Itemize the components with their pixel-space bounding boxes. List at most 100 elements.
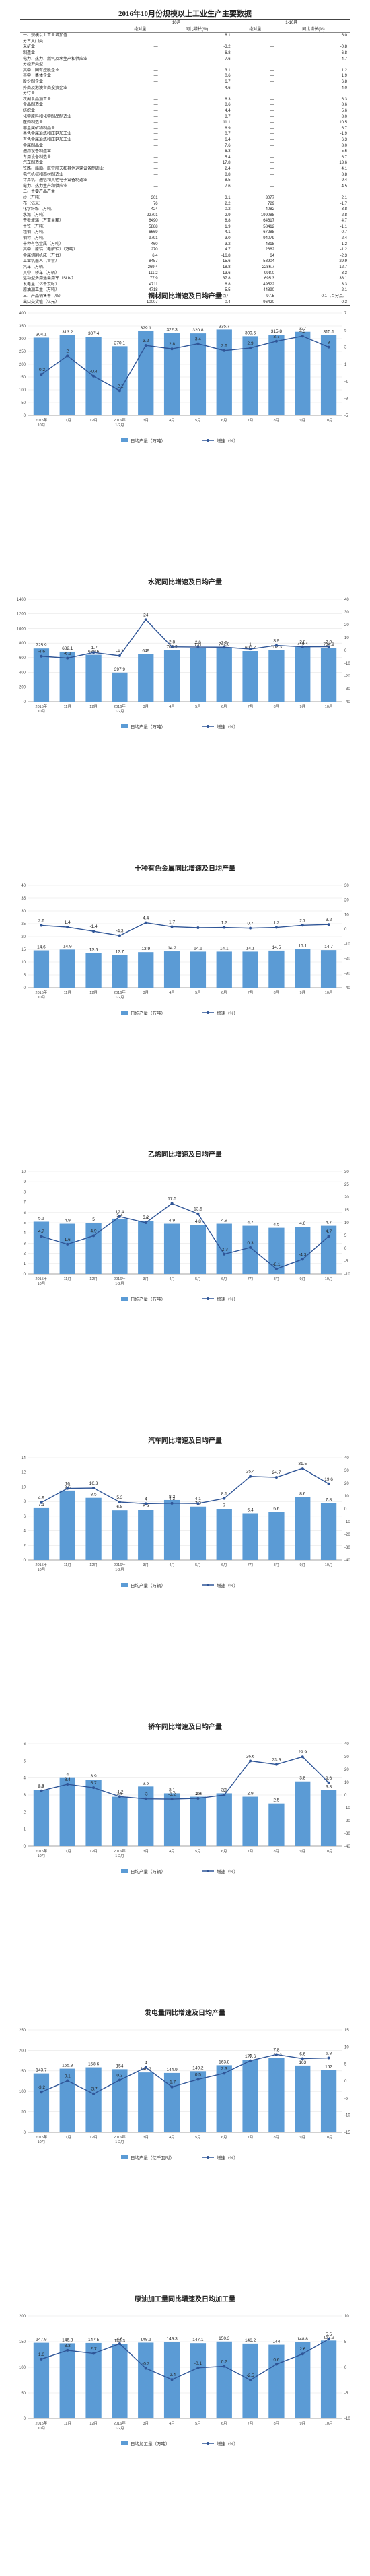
growth-point [144, 1797, 147, 1800]
cell-value: — [153, 172, 158, 177]
bar-label: 163.8 [219, 2060, 230, 2064]
y-tick-left: 1 [24, 1262, 26, 1266]
table-row: 非金属矿物制品业 — 6.9 — 6.7 [20, 126, 350, 132]
row-label: 一、规模以上工业增加值 [23, 34, 68, 38]
y-tick-left: 150 [19, 2340, 26, 2344]
growth-point [274, 2053, 278, 2056]
cell-value: 10007 [120, 299, 161, 306]
cell-value: — [270, 86, 274, 90]
bar-label: 148.1 [141, 2337, 152, 2342]
growth-line [41, 922, 329, 937]
growth-point [249, 346, 252, 349]
y-tick-left: 6 [24, 1742, 26, 1747]
bar-label: 6.8 [116, 1505, 122, 1510]
growth-label: 24 [143, 613, 149, 617]
growth-point [223, 1497, 226, 1500]
bar-label: 3.9 [91, 1774, 97, 1779]
row-label: 化学纤维（万吨） [23, 207, 56, 212]
legend-bar-swatch [121, 1869, 128, 1873]
x-tick-label: 6月 [221, 990, 227, 995]
row-label: 医药制造业 [23, 121, 44, 125]
cell-value: — [270, 149, 274, 154]
row-label: 食品制造业 [23, 103, 44, 108]
bar [59, 2343, 75, 2418]
growth-point [249, 1246, 252, 1249]
bar-label: 14.1 [194, 946, 202, 951]
y-tick-right: 10 [344, 636, 349, 640]
data-table: 10月 1-10月 绝对量 同比增长(%) 绝对量 同比增长(%) 一、规模以上… [20, 19, 350, 306]
cell-value: -3.2 [223, 45, 231, 50]
cell-value [120, 33, 161, 39]
row-label: 农副食品加工业 [23, 97, 52, 102]
growth-point [196, 2078, 200, 2081]
x-tick-label: 6月 [221, 1563, 227, 1567]
legend-line-label: 增速（%） [217, 1010, 238, 1016]
bar [112, 346, 128, 415]
bar-label: 147.9 [36, 2338, 47, 2342]
growth-label: 0.2 [221, 2359, 227, 2364]
table-row: 股份制企业 — 6.7 — 6.8 [20, 79, 350, 86]
y-tick-right: -40 [344, 986, 350, 990]
x-tick-label: 12月 [89, 2421, 98, 2426]
cell-value: -1.1 [340, 224, 347, 229]
cell-value: 5.6 [341, 109, 347, 114]
y-tick-right: -40 [344, 1559, 350, 1563]
growth-point [40, 924, 43, 927]
x-tick-label: 11月 [64, 418, 71, 423]
growth-line [41, 1202, 330, 1270]
y-tick-left: 2 [24, 1544, 26, 1548]
growth-point [274, 926, 278, 929]
y-tick-left: 800 [19, 642, 26, 646]
x-tick-label: 6月 [221, 418, 227, 423]
x-tick-label: 7月 [248, 1277, 254, 1281]
cell-value: -0.8 [340, 45, 347, 50]
table-row: 布（亿米） 76 2.2 729 -1.7 [20, 201, 350, 207]
legend-line-marker [207, 2442, 209, 2445]
bar [59, 1490, 75, 1560]
bar [112, 955, 128, 988]
bar-label: 14.5 [272, 945, 281, 950]
bar-label: 7 [223, 1503, 225, 1508]
bar [295, 646, 311, 702]
cell-value: 22701 [146, 213, 158, 217]
cell-value [161, 39, 233, 45]
y-tick-right: 30 [344, 884, 349, 888]
cell-value: 4.1 [341, 166, 347, 171]
bar [33, 1507, 50, 1560]
cell-value: — [270, 45, 274, 50]
bar-label: 146.8 [62, 2338, 73, 2342]
y-tick-right: 20 [344, 1482, 349, 1486]
cell-value: 1.9 [225, 224, 231, 229]
growth-label: 2.6 [299, 2347, 305, 2352]
growth-label: 0.3 [116, 2073, 122, 2078]
y-tick-right: -30 [344, 1832, 350, 1836]
cell-value [161, 91, 233, 97]
y-tick-right: 20 [344, 623, 349, 628]
row-label: 铁路、船舶、航空航天和其他运输设备制造业 [23, 166, 104, 171]
cell-value: 6.9 [225, 126, 231, 131]
table-row: 外商及港澳台商投资企业 — 4.6 — 4.0 [20, 85, 350, 91]
chart-sedan: 轿车同比增速及日均产量 0 1 2 3 4 5 6 -40 -30 -20 -10 0 10 20 30 40 3… [0, 1717, 370, 1885]
growth-point [301, 335, 304, 338]
legend-line-marker [207, 2156, 209, 2159]
chart-crude: 原油加工量同比增速及日均加工量 0 50 100 150 200 -10 -5 0 5 10 147.… [0, 2289, 370, 2458]
cell-value: 3.2 [225, 242, 231, 246]
growth-label: 6.6 [299, 2052, 305, 2057]
row-label: 纺织业 [23, 109, 36, 114]
growth-point [196, 1502, 200, 1505]
table-row: 水泥（万吨） 22701 2.9 199088 2.8 [20, 212, 350, 218]
growth-point [274, 1267, 278, 1270]
y-tick-left: 100 [19, 388, 26, 393]
growth-label: 9.6 [326, 1776, 332, 1781]
cell-value: 8.0 [341, 143, 347, 148]
growth-point [196, 1796, 200, 1800]
x-tick-label: 12月 [89, 990, 98, 995]
table-row: 纺织业 — 4.4 — 5.6 [20, 108, 350, 114]
cell-value: — [270, 172, 274, 177]
y-tick-left: 0 [24, 414, 26, 418]
x-tick-label: 10月 [38, 423, 46, 428]
growth-point [249, 926, 252, 930]
chart-sedan-svg: 轿车同比增速及日均产量0123456-40-30-20-100102030403… [24, 1722, 351, 1874]
y-tick-right: 15 [344, 1209, 349, 1213]
growth-point [223, 646, 226, 649]
